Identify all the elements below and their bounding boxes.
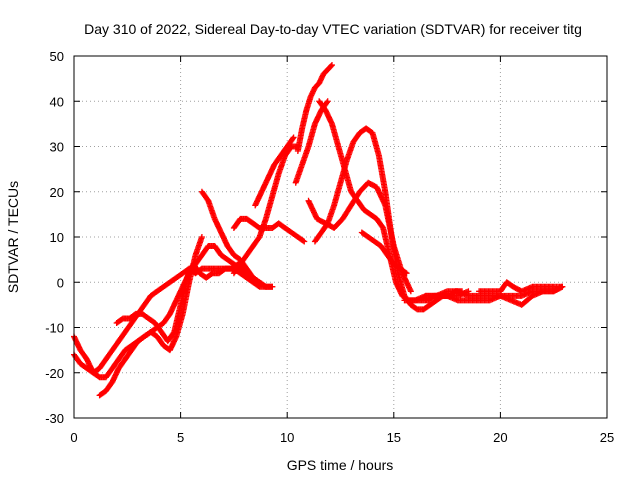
series-track-10 xyxy=(294,62,335,155)
data-point xyxy=(465,288,472,295)
data-point xyxy=(289,135,296,142)
data-point xyxy=(324,98,331,105)
y-tick-label: 10 xyxy=(50,230,64,245)
data-point xyxy=(290,134,297,141)
series-track-13 xyxy=(305,179,414,295)
series-track-9 xyxy=(292,98,331,186)
data-point xyxy=(261,283,268,290)
y-axis-label: SDTVAR / TECUs xyxy=(5,181,21,293)
axis-ticks: 0 5 10 15 20 25 -30 -20 -10 0 10 20 30 40 50 xyxy=(45,49,614,445)
x-tick-label: 20 xyxy=(493,430,507,445)
y-tick-label: 0 xyxy=(57,275,64,290)
series-track-6 xyxy=(230,215,308,245)
plot-frame xyxy=(73,55,608,419)
x-tick-label: 0 xyxy=(70,430,77,445)
y-tick-label: 50 xyxy=(50,49,64,64)
data-point xyxy=(328,62,335,69)
series-track-3 xyxy=(96,234,205,399)
y-tick-label: 20 xyxy=(50,185,64,200)
data-point xyxy=(323,99,330,106)
data-points xyxy=(71,62,566,399)
series-track-1 xyxy=(71,265,276,376)
grid xyxy=(74,56,607,418)
x-tick-label: 15 xyxy=(387,430,401,445)
x-tick-label: 25 xyxy=(600,430,614,445)
x-axis-label: GPS time / hours xyxy=(287,457,394,473)
x-tick-label: 10 xyxy=(280,430,294,445)
data-point xyxy=(403,270,410,277)
y-tick-label: -30 xyxy=(45,411,64,426)
data-point xyxy=(328,62,335,69)
x-tick-label: 5 xyxy=(177,430,184,445)
y-tick-label: 40 xyxy=(50,94,64,109)
series-track-5 xyxy=(198,188,269,290)
data-point xyxy=(402,269,409,276)
series-track-14 xyxy=(358,229,410,277)
y-tick-label: 30 xyxy=(50,140,64,155)
data-point xyxy=(300,237,307,244)
y-tick-label: -20 xyxy=(45,366,64,381)
data-point xyxy=(407,288,414,295)
series-track-18 xyxy=(401,288,472,304)
data-point xyxy=(262,283,269,290)
data-point xyxy=(198,234,205,240)
data-point xyxy=(559,283,566,290)
series-track-17 xyxy=(476,279,566,295)
y-tick-label: -10 xyxy=(45,321,64,336)
series-track-7 xyxy=(230,143,301,277)
chart-title: Day 310 of 2022, Sidereal Day-to-day VTE… xyxy=(84,21,582,37)
data-point xyxy=(301,238,308,245)
series-track-8 xyxy=(252,134,297,209)
data-point xyxy=(269,283,276,290)
